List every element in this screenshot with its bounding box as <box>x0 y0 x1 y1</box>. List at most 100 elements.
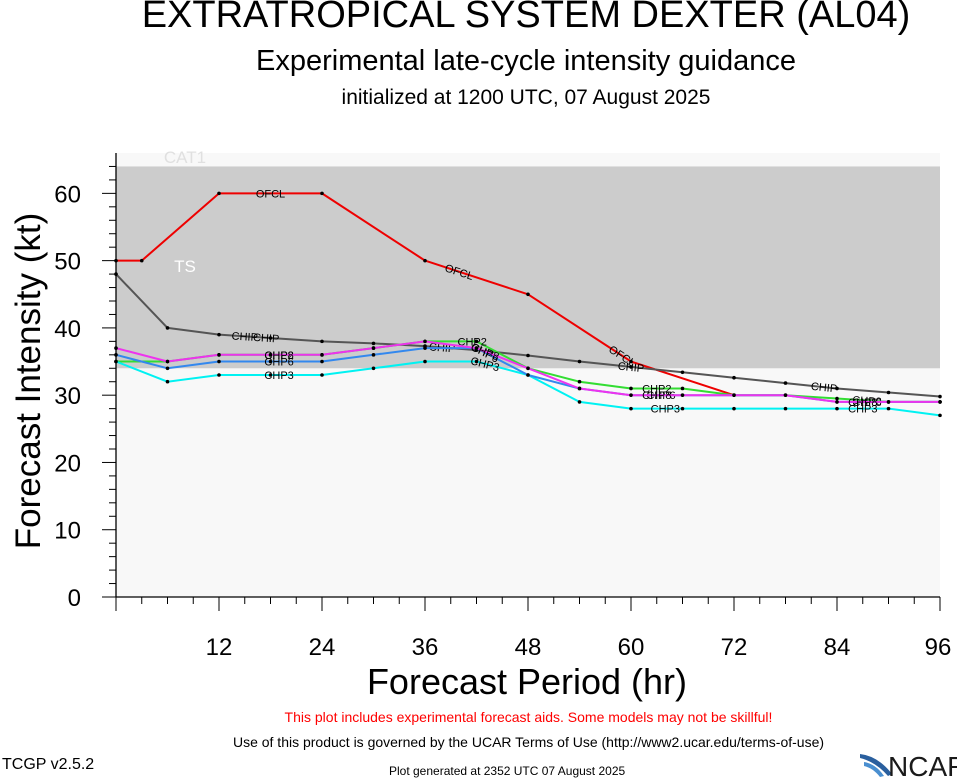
data-point-chp8 <box>165 359 170 364</box>
data-point-chp6 <box>268 359 273 364</box>
data-point-chp8 <box>474 346 479 350</box>
data-point-chp3 <box>320 373 324 377</box>
data-point-chp6 <box>320 359 324 364</box>
data-point-chp3 <box>938 413 942 418</box>
data-point-chp6 <box>423 346 427 350</box>
data-point-chp2 <box>629 386 633 391</box>
data-point-chp6 <box>165 366 170 371</box>
data-point-chip <box>629 365 633 369</box>
data-point-chp2 <box>835 396 839 401</box>
experimental-warning: This plot includes experimental forecast… <box>284 709 773 725</box>
data-point-chp8 <box>680 393 685 397</box>
y-tick-label: 10 <box>54 518 81 545</box>
series-label-chp6: CHP6 <box>264 357 293 369</box>
y-tick-label: 40 <box>54 316 81 343</box>
data-point-chp8 <box>629 393 633 397</box>
series-label-text: OFCL <box>256 188 285 200</box>
chart-subtitle: Experimental late-cycle intensity guidan… <box>256 45 796 77</box>
data-point-chp3 <box>217 373 221 377</box>
data-point-chp3 <box>165 379 170 384</box>
data-point-chp3 <box>474 359 479 364</box>
ncar-logo-text: NCAR <box>888 751 957 780</box>
series-label-chp2: CHP2 <box>642 384 671 396</box>
data-point-chip <box>217 332 221 337</box>
series-lines: OFCLOFCLOFCLCHIPCHIPCHIPCHIPCHIPCHP2CHP2… <box>114 188 942 418</box>
data-point-ofcl <box>423 258 427 263</box>
data-point-chip <box>577 359 582 364</box>
series-label-text: CHP2 <box>642 384 671 396</box>
x-axis-label: Forecast Period (hr) <box>367 661 687 702</box>
y-tick-label: 50 <box>54 249 81 276</box>
series-label-text: CHP6 <box>264 357 293 369</box>
generation-timestamp: Plot generated at 2352 UTC 07 August 202… <box>389 764 626 778</box>
x-tick-label: 72 <box>721 634 748 661</box>
data-point-chp3 <box>629 406 633 411</box>
series-label-text: CHP2 <box>458 336 487 348</box>
series-label-chp2: CHP2 <box>458 336 487 348</box>
data-point-ofcl <box>217 191 221 196</box>
data-point-chp8 <box>835 400 839 404</box>
series-label-text: CHIP <box>231 330 258 344</box>
y-tick-label: 60 <box>54 181 81 208</box>
data-point-chp8 <box>371 346 376 350</box>
data-point-chp3 <box>732 406 736 411</box>
series-label-chp3: CHP3 <box>264 370 293 382</box>
ncar-logo: NCAR <box>860 751 957 780</box>
chart-title: EXTRATROPICAL SYSTEM DEXTER (AL04) <box>141 0 911 36</box>
series-label-text: CHP3 <box>848 404 877 416</box>
data-point-chp8 <box>783 393 788 397</box>
series-label-chp3: CHP3 <box>848 404 877 416</box>
data-point-chp8 <box>320 353 324 357</box>
series-label-chip: CHIP <box>810 381 837 396</box>
series-label-chip: CHIP <box>617 361 644 376</box>
data-point-chp2 <box>680 386 685 391</box>
data-point-chip <box>320 339 324 344</box>
chart-axes: 0 10 20 30 40 50 60 12 24 36 48 60 72 84 96 <box>54 153 951 661</box>
data-point-chp2 <box>577 379 582 384</box>
data-point-chp6 <box>526 373 530 377</box>
x-tick-label: 36 <box>412 634 439 661</box>
x-tick-label: 96 <box>925 634 952 661</box>
data-point-chp8 <box>526 366 530 371</box>
x-tick-label: 60 <box>618 634 645 661</box>
data-point-ofcl <box>139 258 144 263</box>
initialization-time: initialized at 1200 UTC, 07 August 2025 <box>341 86 711 109</box>
data-point-chp8 <box>938 400 942 404</box>
data-point-chip <box>526 353 530 358</box>
data-point-chip <box>783 381 788 385</box>
data-point-chp8 <box>577 386 582 391</box>
data-point-chp8 <box>732 393 736 397</box>
series-label-text: CHIP <box>253 332 280 346</box>
data-point-chip <box>680 370 685 375</box>
data-point-chp3 <box>577 400 582 404</box>
data-point-ofcl <box>526 292 530 297</box>
data-point-chip <box>835 386 839 391</box>
terms-of-use-notice: Use of this product is governed by the U… <box>232 734 825 750</box>
data-point-chp3 <box>680 406 685 411</box>
series-label-ofcl: OFCL <box>256 188 285 200</box>
data-point-chp6 <box>371 353 376 357</box>
data-point-chp6 <box>217 359 221 364</box>
software-version: TCGP v2.5.2 <box>2 756 95 773</box>
series-label-chp8: CHP8 <box>848 397 877 409</box>
series-label-chip: CHIP <box>253 332 280 346</box>
x-tick-label: 84 <box>824 634 851 661</box>
series-label-text: CHP3 <box>264 370 293 382</box>
band-ts <box>116 166 940 369</box>
y-axis-label: Forecast Intensity (kt) <box>9 213 48 549</box>
series-label-chip: CHIP <box>231 330 258 344</box>
data-point-chip <box>732 375 736 380</box>
y-tick-label: 0 <box>68 585 81 612</box>
data-point-chip <box>938 394 942 399</box>
series-line-ofcl <box>116 192 735 397</box>
data-point-chp8 <box>886 400 891 404</box>
series-label-text: CHP8 <box>848 397 877 409</box>
data-point-chp2 <box>474 339 479 344</box>
x-tick-label: 48 <box>515 634 542 661</box>
band-label-ts: TS <box>174 257 196 276</box>
data-point-chp3 <box>886 406 891 411</box>
x-tick-label: 24 <box>309 634 336 661</box>
data-point-chip <box>371 341 376 346</box>
band-label-cat1: CAT1 <box>164 148 206 167</box>
